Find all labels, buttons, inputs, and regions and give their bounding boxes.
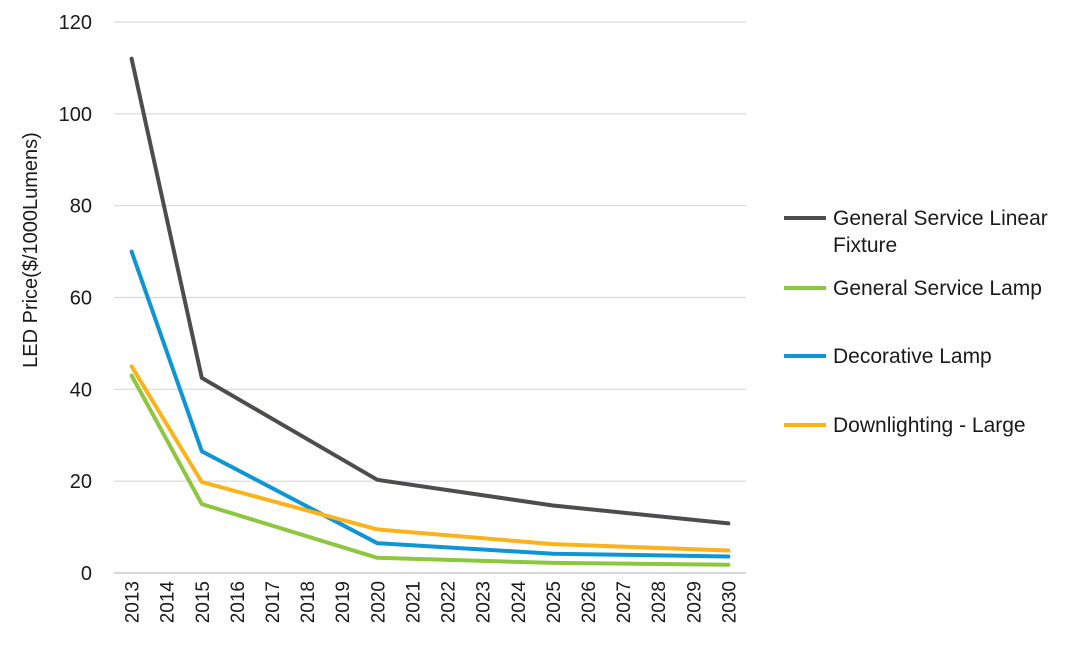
x-tick-label: 2026: [579, 581, 600, 623]
x-tick-label: 2025: [544, 581, 565, 623]
legend-label: Fixture: [833, 234, 897, 257]
y-tick-label: 40: [70, 379, 92, 401]
y-tick-label: 60: [70, 288, 92, 310]
x-tick-label: 2029: [684, 581, 705, 623]
y-axis-ticks: 0 20 40 60 80 100 120: [59, 12, 92, 585]
x-tick-label: 2023: [474, 581, 495, 623]
x-tick-label: 2017: [263, 581, 284, 623]
x-tick-label: 2030: [719, 581, 740, 623]
x-tick-label: 2020: [368, 581, 389, 623]
x-tick-label: 2021: [403, 581, 424, 623]
series-lines: [129, 56, 731, 567]
x-tick-label: 2014: [158, 581, 179, 624]
legend: General Service Linear Fixture General Ser…: [784, 207, 1048, 437]
series-line-3: [129, 364, 731, 553]
x-tick-label: 2027: [614, 581, 635, 623]
x-tick-label: 2022: [439, 581, 460, 623]
gridlines: [114, 21, 746, 574]
x-tick-label: 2016: [228, 581, 249, 623]
y-tick-label: 0: [81, 563, 92, 585]
legend-label: Downlighting - Large: [833, 414, 1026, 437]
x-tick-label: 2013: [123, 581, 144, 623]
x-tick-label: 2024: [509, 581, 530, 624]
legend-label: Decorative Lamp: [833, 345, 992, 368]
legend-label: General Service Lamp: [833, 277, 1042, 300]
x-tick-label: 2019: [333, 581, 354, 623]
y-tick-label: 120: [59, 12, 92, 34]
x-tick-label: 2028: [649, 581, 670, 623]
y-tick-label: 80: [70, 196, 92, 218]
y-axis-title: LED Price($/1000Lumens): [20, 132, 42, 368]
y-tick-label: 100: [59, 104, 92, 126]
series-line-2: [129, 249, 731, 559]
x-tick-label: 2018: [298, 581, 319, 623]
y-tick-label: 20: [70, 471, 92, 493]
x-tick-label: 2015: [193, 581, 214, 623]
legend-label: General Service Linear: [833, 207, 1048, 230]
series-line-0: [129, 56, 731, 526]
series-line-1: [129, 373, 731, 567]
x-axis-ticks: 2013 2014 2015 2016 2017 2018 2019 2020 2021 2022…: [123, 581, 741, 624]
